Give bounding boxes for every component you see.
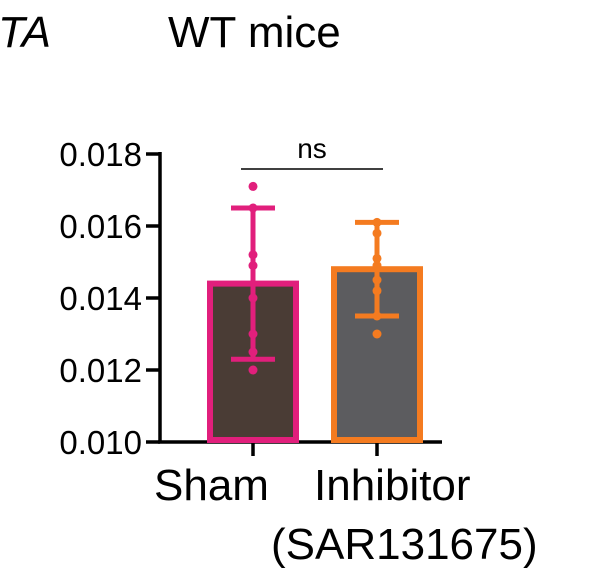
axes: 0.010 0.012 0.014 0.016 0.018: [59, 136, 442, 461]
y-tick-label: 0.014: [59, 280, 142, 317]
data-point: [248, 261, 258, 271]
x-tick-label-inhibitor: Inhibitor: [314, 461, 471, 510]
x-tick-label-sham: Sham: [154, 461, 269, 510]
data-point: [372, 217, 382, 227]
x-tick-sublabel-inhibitor: (SAR131675): [271, 520, 538, 569]
bars: [207, 266, 423, 444]
significance-label: ns: [297, 133, 327, 164]
data-point: [372, 228, 382, 238]
data-point: [372, 286, 382, 296]
data-point: [372, 275, 382, 285]
y-tick-label: 0.016: [59, 208, 142, 245]
data-point: [248, 203, 258, 213]
data-point: [248, 347, 258, 357]
data-point: [248, 250, 258, 260]
chart-title: WT mice: [168, 8, 341, 57]
data-points: [248, 181, 382, 375]
data-point: [248, 329, 258, 339]
significance-annotation: ns: [241, 133, 383, 170]
y-tick-label: 0.012: [59, 352, 142, 389]
data-point: [248, 293, 258, 303]
data-point: [372, 329, 382, 339]
y-tick-label: 0.010: [59, 424, 142, 461]
data-point: [372, 253, 382, 263]
y-tick-label: 0.018: [59, 136, 142, 173]
data-point: [248, 181, 258, 191]
data-point: [372, 311, 382, 321]
data-point: [372, 261, 382, 271]
panel-letter: TA: [0, 8, 51, 57]
data-point: [248, 365, 258, 375]
